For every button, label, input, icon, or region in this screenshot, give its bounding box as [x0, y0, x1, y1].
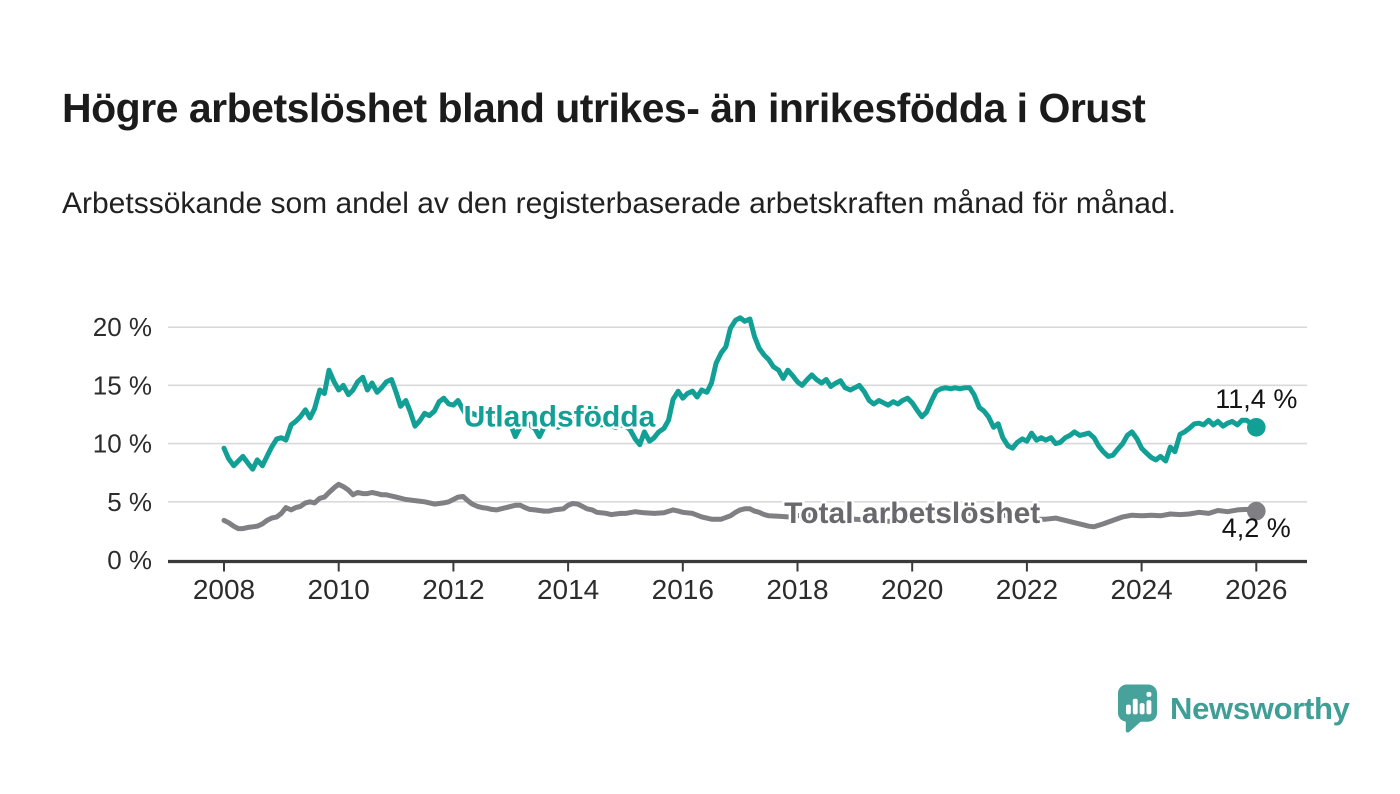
x-axis-label: 2024 [1110, 574, 1172, 605]
value-label: 11,4 % [1215, 384, 1297, 414]
newsworthy-logo-text: Newsworthy [1170, 690, 1350, 726]
x-axis-label: 2018 [766, 574, 828, 605]
page-title: Högre arbetslöshet bland utrikes- än inr… [62, 85, 1146, 132]
y-axis-label: 20 % [93, 312, 152, 342]
y-axis-label: 0 % [107, 545, 152, 575]
value-label: 4,2 % [1222, 513, 1291, 543]
x-axis-label: 2008 [193, 574, 255, 605]
x-axis-label: 2016 [652, 574, 714, 605]
series-label: Utlandsfödda [464, 401, 656, 434]
speech-bubble-chart-icon [1117, 684, 1158, 733]
series-line-utlandsf-dda [221, 315, 1259, 472]
y-axis-label: 10 % [93, 429, 152, 459]
chart-subtitle: Arbetssökande som andel av den registerb… [62, 187, 1176, 220]
x-axis-label: 2014 [537, 574, 599, 605]
y-axis-label: 15 % [93, 370, 152, 400]
series-label: Total arbetslöshet [784, 497, 1040, 530]
x-axis-label: 2026 [1225, 574, 1287, 605]
x-axis-label: 2012 [422, 574, 484, 605]
series-end-dot [1247, 501, 1266, 521]
series-line-total-arbetsl-shet [221, 481, 1259, 532]
y-axis-label: 5 % [107, 487, 152, 517]
x-axis-label: 2010 [308, 574, 370, 605]
x-axis-label: 2020 [881, 574, 943, 605]
series-end-dot [1247, 417, 1266, 437]
newsworthy-logo: Newsworthy [1116, 683, 1350, 734]
x-axis-label: 2022 [996, 574, 1058, 605]
